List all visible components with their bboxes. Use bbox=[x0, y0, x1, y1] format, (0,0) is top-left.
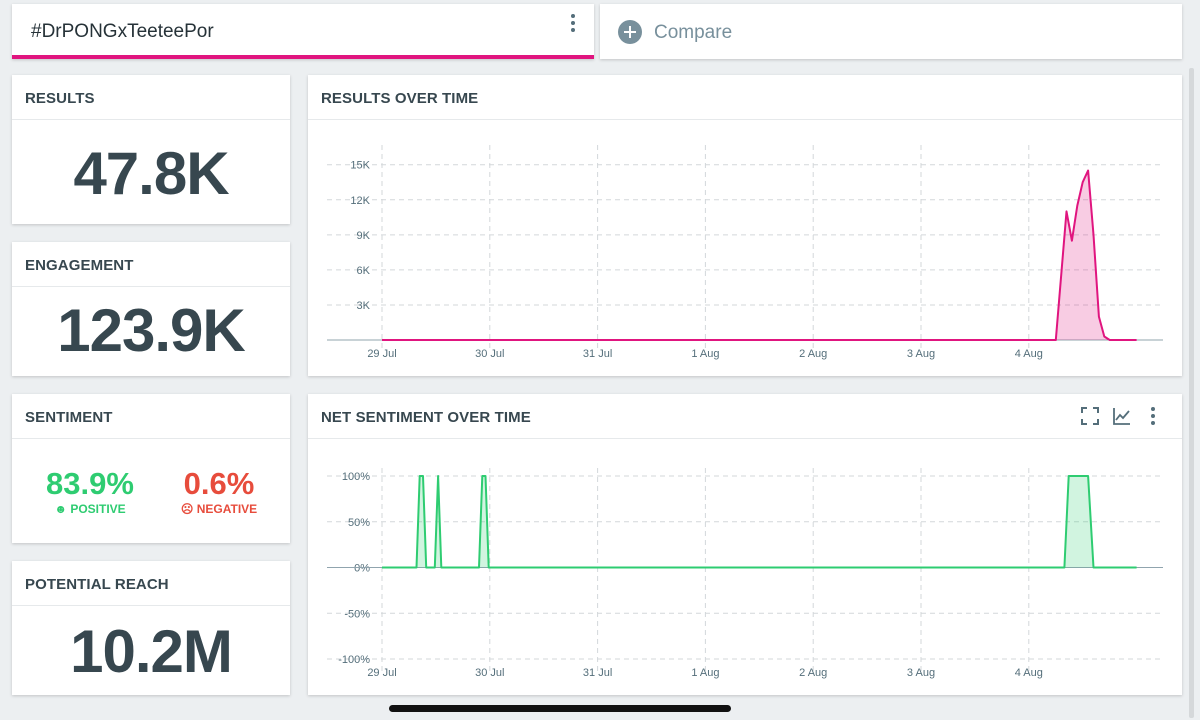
card-divider bbox=[12, 605, 290, 606]
compare-label: Compare bbox=[654, 22, 733, 43]
sentiment-chart-title: NET SENTIMENT OVER TIME bbox=[321, 409, 531, 426]
card-divider bbox=[308, 438, 1182, 439]
sentiment-card: SENTIMENT 83.9% ☻ POSITIVE 0.6% ☹ NEGATI… bbox=[12, 394, 290, 543]
card-divider bbox=[12, 119, 290, 120]
search-bar[interactable]: #DrPONGxTeeteePor bbox=[12, 4, 594, 59]
engagement-value: 123.9K bbox=[57, 297, 245, 364]
plus-circle-icon bbox=[618, 20, 642, 44]
engagement-title: ENGAGEMENT bbox=[25, 257, 134, 274]
negative-label: ☹ NEGATIVE bbox=[180, 502, 258, 516]
sentiment-title: SENTIMENT bbox=[25, 409, 113, 426]
line-chart-icon[interactable] bbox=[1112, 406, 1132, 426]
reach-title: POTENTIAL REACH bbox=[25, 576, 169, 593]
card-divider bbox=[12, 286, 290, 287]
reach-value: 10.2M bbox=[70, 618, 233, 685]
results-card: RESULTS 47.8K bbox=[12, 75, 290, 224]
search-query[interactable]: #DrPONGxTeeteePor bbox=[31, 21, 214, 42]
results-value: 47.8K bbox=[73, 140, 229, 207]
reach-card: POTENTIAL REACH 10.2M bbox=[12, 561, 290, 695]
positive-value: 83.9% bbox=[46, 466, 134, 501]
results-title: RESULTS bbox=[25, 90, 95, 107]
engagement-card: ENGAGEMENT 123.9K bbox=[12, 242, 290, 376]
home-indicator[interactable] bbox=[389, 705, 731, 712]
frown-icon: ☹ bbox=[180, 502, 194, 516]
compare-button[interactable]: Compare bbox=[600, 4, 1182, 59]
results-chart-card: RESULTS OVER TIME bbox=[308, 75, 1182, 376]
kebab-menu-icon[interactable] bbox=[571, 14, 575, 35]
results-chart-title: RESULTS OVER TIME bbox=[321, 90, 479, 107]
card-divider bbox=[12, 438, 290, 439]
positive-label: ☻ POSITIVE bbox=[54, 502, 126, 516]
sentiment-chart-card: NET SENTIMENT OVER TIME bbox=[308, 394, 1182, 695]
smile-icon: ☻ bbox=[54, 502, 67, 516]
card-divider bbox=[308, 119, 1182, 120]
kebab-menu-icon[interactable] bbox=[1151, 407, 1155, 428]
fullscreen-icon[interactable] bbox=[1080, 406, 1100, 426]
negative-value: 0.6% bbox=[183, 466, 255, 501]
scrollbar[interactable] bbox=[1189, 68, 1194, 718]
